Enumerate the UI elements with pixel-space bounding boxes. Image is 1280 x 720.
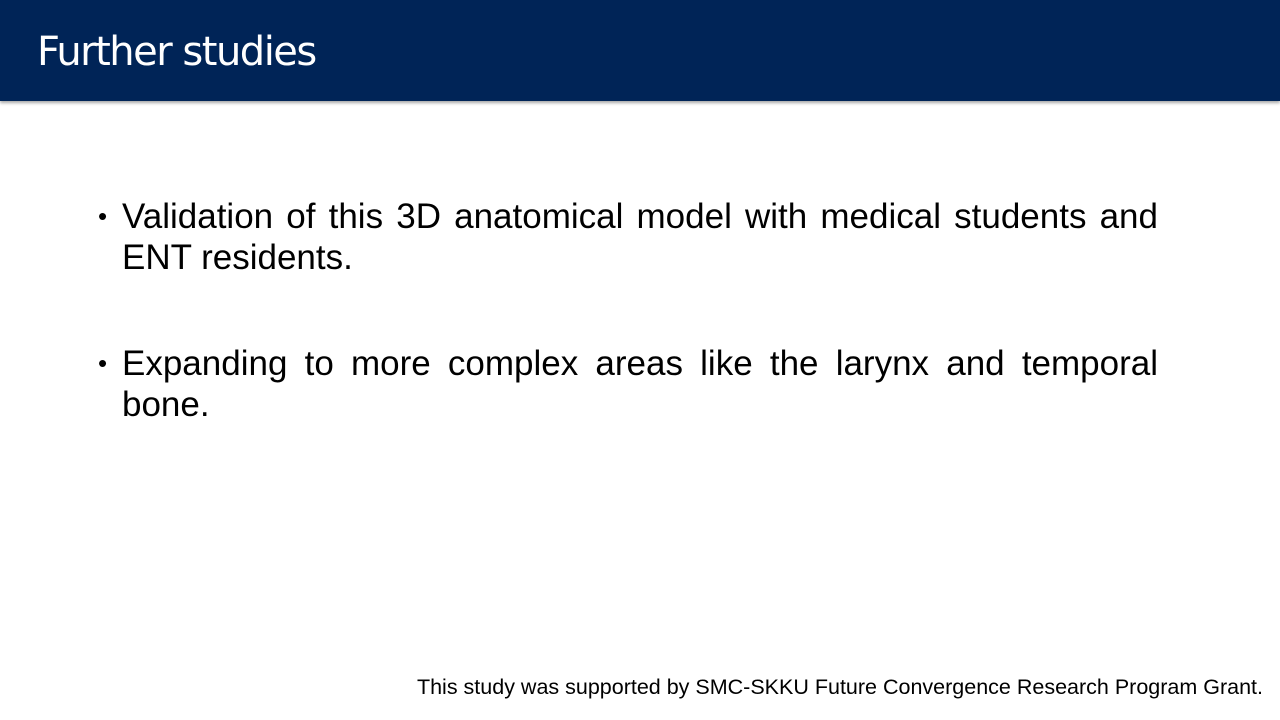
bullet-item-validation: • Validation of this 3D anatomical model… bbox=[98, 196, 1158, 278]
bullet-list: • Validation of this 3D anatomical model… bbox=[98, 196, 1158, 425]
bullet-text: Expanding to more complex areas like the… bbox=[122, 344, 1158, 424]
bullet-text: Validation of this 3D anatomical model w… bbox=[122, 197, 1158, 277]
slide-title: Further studies bbox=[37, 29, 317, 75]
funding-footnote: This study was supported by SMC-SKKU Fut… bbox=[416, 675, 1263, 699]
title-bar: Further studies bbox=[0, 0, 1280, 101]
bullet-marker: • bbox=[98, 348, 108, 378]
bullet-marker: • bbox=[98, 201, 108, 231]
bullet-item-expansion: • Expanding to more complex areas like t… bbox=[98, 343, 1158, 425]
